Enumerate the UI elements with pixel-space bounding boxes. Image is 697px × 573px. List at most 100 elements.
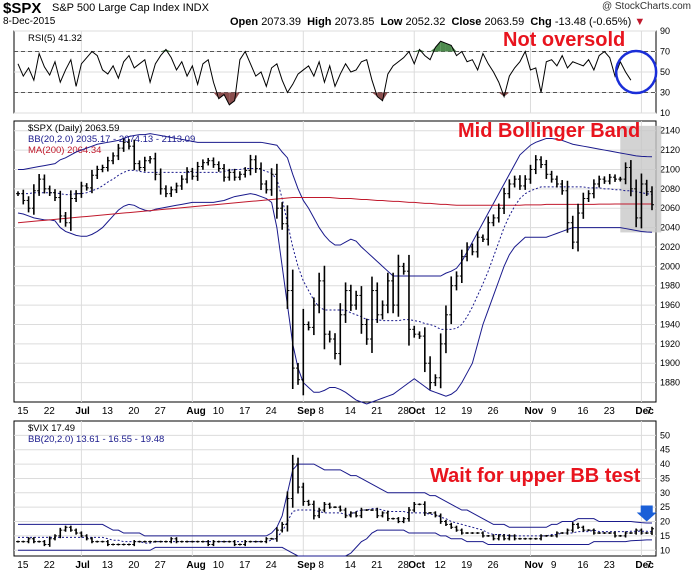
rsi-line [17,40,632,106]
vix-ytick-label: 10 [660,545,670,555]
price-bb-lower-line [17,193,653,405]
panel-rsi: 10 30 50 70 90 RSI(5) 41.32 Not oversold [13,26,670,118]
price-ytick-label: 2120 [660,145,680,155]
price-bb-mid-line [18,167,653,330]
down-arrow-icon [636,505,657,522]
price-ytick-label: 1940 [660,319,680,329]
vix-xtick-label: 27 [155,560,167,571]
vix-ytick-label: 35 [660,473,670,483]
rsi-ytick-label: 70 [660,47,670,57]
vix-xtick-label: 12 [435,560,447,571]
price-xtick-label: 28 [398,406,410,417]
rsi-oversold-fill [229,92,235,105]
price-xtick-label: Sep [297,406,315,417]
price-xtick-label: 9 [551,406,557,417]
price-ma-200--line [17,197,653,224]
price-xtick-label: 10 [213,406,225,417]
stockcharts-watermark: @ StockCharts.com [601,1,691,12]
rsi-oversold-fill [377,92,383,101]
low-label: Low [380,16,403,28]
vix-xtick-label: 23 [604,560,616,571]
vix-frame [13,420,657,557]
panel-price: 1880190019201940196019802000202020402060… [13,120,680,417]
vix-xtick-label: 20 [128,560,140,571]
vix-xtick-label: 24 [266,560,278,571]
vix-xtick-label: Oct [408,560,425,571]
price-ytick-label: 1980 [660,281,680,291]
price-ytick-label: 1920 [660,339,680,349]
vix-bb-upper-line [18,463,653,537]
vix-xtick-label: 21 [371,560,383,571]
vix-xtick-label: 19 [461,560,473,571]
price-ytick-label: 2040 [660,223,680,233]
price-xtick-label: Jul [75,406,90,417]
vix-ytick-label: 20 [660,517,670,527]
ohlc-readout: Open 2073.39 High 2073.85 Low 2052.32 Cl… [230,16,645,28]
down-triangle-icon: ▼ [634,16,646,28]
price-xtick-label: 16 [577,406,589,417]
vix-xtick-label: 14 [345,560,357,571]
rsi-highlight-circle [614,49,658,95]
price-xtick-label: Oct [408,406,425,417]
price-xtick-label: 19 [461,406,473,417]
price-xtick-label: 8 [318,406,324,417]
vix-xtick-label: Nov [524,560,543,571]
price-xtick-label: 26 [488,406,500,417]
vix-legend-entry: $VIX 17.49 [28,423,75,434]
rsi-ytick-label: 30 [660,88,670,98]
close-value: 2063.59 [484,16,525,28]
price-xtick-label: 14 [345,406,357,417]
vix-xtick-label: 28 [398,560,410,571]
price-ytick-label: 2000 [660,261,680,271]
vix-xtick-label: 13 [102,560,114,571]
rsi-overbought-fill [451,45,457,52]
rsi-ytick-label: 50 [660,67,670,77]
price-xtick-label: 20 [128,406,140,417]
vix-ytick-label: 45 [660,445,670,455]
vix-legend-entry: BB(20,2.0) 13.61 - 16.55 - 19.48 [28,434,164,445]
vix-ytick-label: 40 [660,459,670,469]
price-ytick-label: 2060 [660,203,680,213]
vix-xtick-label: 26 [488,560,500,571]
rsi-overbought-fill [414,49,420,52]
chg-value: -13.48 (-0.65%) [554,16,632,28]
price-legend-entry: MA(200) 2064.34 [28,145,101,156]
vix-xtick-label: Jul [75,560,90,571]
vix-ytick-label: 30 [660,488,670,498]
rsi-annotation: Not oversold [503,29,625,51]
price-xtick-label: Nov [524,406,543,417]
close-label: Close [451,16,482,28]
vix-bb-lower-line [18,529,653,557]
rsi-oversold-fill [504,92,510,97]
price-xtick-label: 21 [371,406,383,417]
price-xtick-label: Aug [186,406,205,417]
open-label: Open [230,16,259,28]
vix-annotation: Wait for upper BB test [430,465,641,487]
vix-xtick-label: 22 [44,560,56,571]
price-xtick-label: 22 [44,406,56,417]
price-ytick-label: 1900 [660,358,680,368]
price-xtick-label: 24 [266,406,278,417]
rsi-legend-entry: RSI(5) 41.32 [28,33,82,44]
price-frame [13,120,657,403]
rsi-overbought-fill [440,41,446,52]
price-xtick-label: 13 [102,406,114,417]
vix-xtick-label: 7 [646,560,652,571]
high-value: 2073.85 [334,16,375,28]
price-annotation: Mid Bollinger Band [458,120,640,142]
price-xtick-label: 12 [435,406,447,417]
price-ytick-label: 1880 [660,378,680,388]
chart-symbol: $SPX [3,0,42,17]
vix-xtick-label: 10 [213,560,225,571]
price-xtick-label: 23 [604,406,616,417]
rsi-ytick-label: 90 [660,26,670,36]
vix-ytick-label: 15 [660,531,670,541]
vix-xtick-label: Dec [635,560,654,571]
price-legend-entry: $SPX (Daily) 2063.59 [28,123,119,134]
chart-date: 8-Dec-2015 [3,16,56,27]
high-label: High [307,16,332,28]
price-legend-entry: BB(20,2.0) 2035.17 - 2074.13 - 2113.09 [28,134,195,145]
rsi-overbought-fill [435,41,441,52]
